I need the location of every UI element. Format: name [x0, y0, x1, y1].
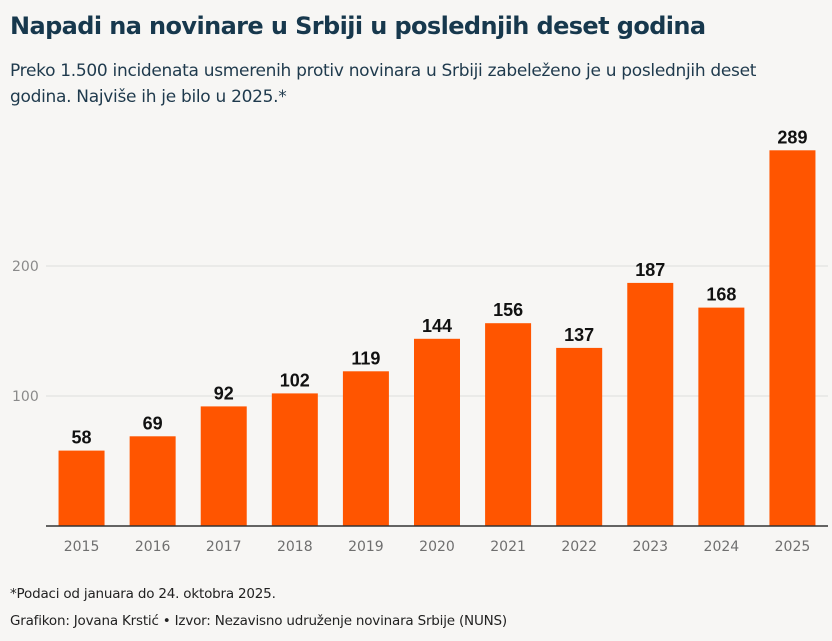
data-label: 187	[635, 260, 665, 280]
bar	[769, 150, 816, 527]
x-tick-label: 2015	[64, 539, 100, 555]
data-label: 156	[493, 300, 523, 320]
data-label: 168	[706, 285, 736, 305]
chart-subtitle: Preko 1.500 incidenata usmerenih protiv …	[10, 61, 757, 107]
bar	[414, 338, 460, 526]
bar	[556, 347, 603, 526]
y-tick-label: 100	[12, 389, 39, 405]
data-label: 69	[143, 413, 163, 433]
x-tick-label: 2023	[632, 539, 668, 555]
bar	[698, 307, 745, 526]
data-label: 137	[564, 325, 594, 345]
bar-chart: 100 200 58 69 92 102 119 144 156 137 187 168 289 20…	[12, 127, 828, 555]
y-tick-label: 200	[12, 259, 39, 275]
bar	[200, 406, 247, 526]
x-tick-label: 2024	[704, 539, 740, 555]
chart-title: Napadi na novinare u Srbiji u poslednjih…	[10, 12, 706, 40]
data-label: 58	[72, 428, 92, 448]
x-tick-label: 2019	[348, 539, 384, 555]
x-tick-label: 2020	[419, 539, 455, 555]
x-tick-label: 2021	[490, 539, 526, 555]
bar	[627, 282, 674, 526]
x-tick-label: 2017	[206, 539, 242, 555]
bars	[58, 150, 816, 527]
footnote: *Podaci od januara do 24. oktobra 2025.	[10, 586, 276, 602]
x-tick-label: 2025	[775, 539, 811, 555]
x-tick-label: 2022	[561, 539, 597, 555]
data-label: 92	[214, 383, 234, 403]
x-tick-label: 2018	[277, 539, 313, 555]
source-credit: Grafikon: Jovana Krstić • Izvor: Nezavis…	[10, 613, 507, 629]
data-label: 289	[777, 127, 807, 147]
bar	[129, 436, 176, 526]
data-label: 102	[280, 370, 310, 390]
data-label: 144	[422, 316, 452, 336]
bar	[271, 393, 318, 526]
bar	[485, 323, 532, 526]
bar	[342, 371, 389, 526]
data-labels: 58 69 92 102 119 144 156 137 187 168 289	[72, 127, 808, 447]
data-label: 119	[351, 348, 380, 368]
x-tick-label: 2016	[135, 539, 171, 555]
x-axis-ticks: 2015 2016 2017 2018 2019 2020 2021 2022 2023 2024…	[64, 539, 811, 555]
bar	[58, 450, 105, 526]
